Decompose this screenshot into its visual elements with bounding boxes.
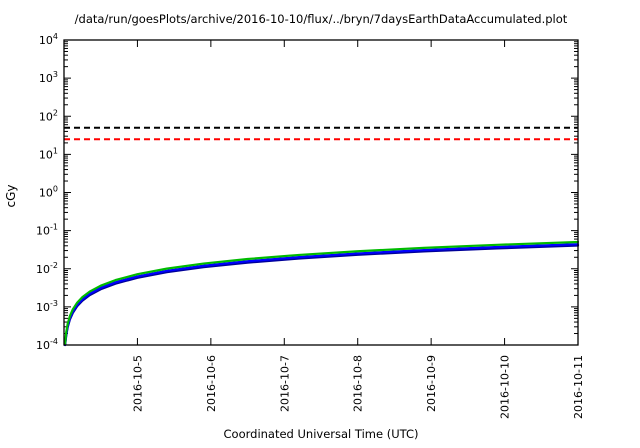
- chart-title: /data/run/goesPlots/archive/2016-10-10/f…: [75, 12, 568, 26]
- x-tick-label: 2016-10-5: [131, 355, 144, 412]
- series-blue: [64, 243, 580, 347]
- y-tick-label: 10-4: [36, 337, 58, 352]
- x-tick-label: 2016-10-8: [352, 355, 365, 412]
- x-tick-label: 2016-10-11: [572, 355, 585, 419]
- plot-area: 104 103 102 101 100 10-1 10-2 10-3 10-4 2016-10-5…: [36, 32, 585, 419]
- x-axis-label: Coordinated Universal Time (UTC): [224, 427, 419, 441]
- x-tick-label: 2016-10-9: [425, 355, 438, 412]
- series-green: [64, 240, 580, 345]
- plot-border: [63, 39, 579, 346]
- y-tick-label: 101: [39, 146, 58, 161]
- y-axis-label: cGy: [4, 185, 18, 208]
- y-tick-label: 100: [39, 185, 58, 200]
- x-tick-label: 2016-10-10: [499, 355, 512, 419]
- y-tick-label: 102: [39, 108, 58, 123]
- y-tick-label: 10-2: [36, 261, 58, 276]
- series-navy: [64, 244, 580, 347]
- y-tick-label: 10-3: [36, 299, 58, 314]
- y-tick-label: 103: [39, 70, 58, 85]
- y-tick-label: 10-1: [36, 223, 58, 238]
- x-tick-label: 2016-10-6: [205, 355, 218, 412]
- y-tick-label: 104: [39, 32, 58, 47]
- x-tick-label: 2016-10-7: [278, 355, 291, 412]
